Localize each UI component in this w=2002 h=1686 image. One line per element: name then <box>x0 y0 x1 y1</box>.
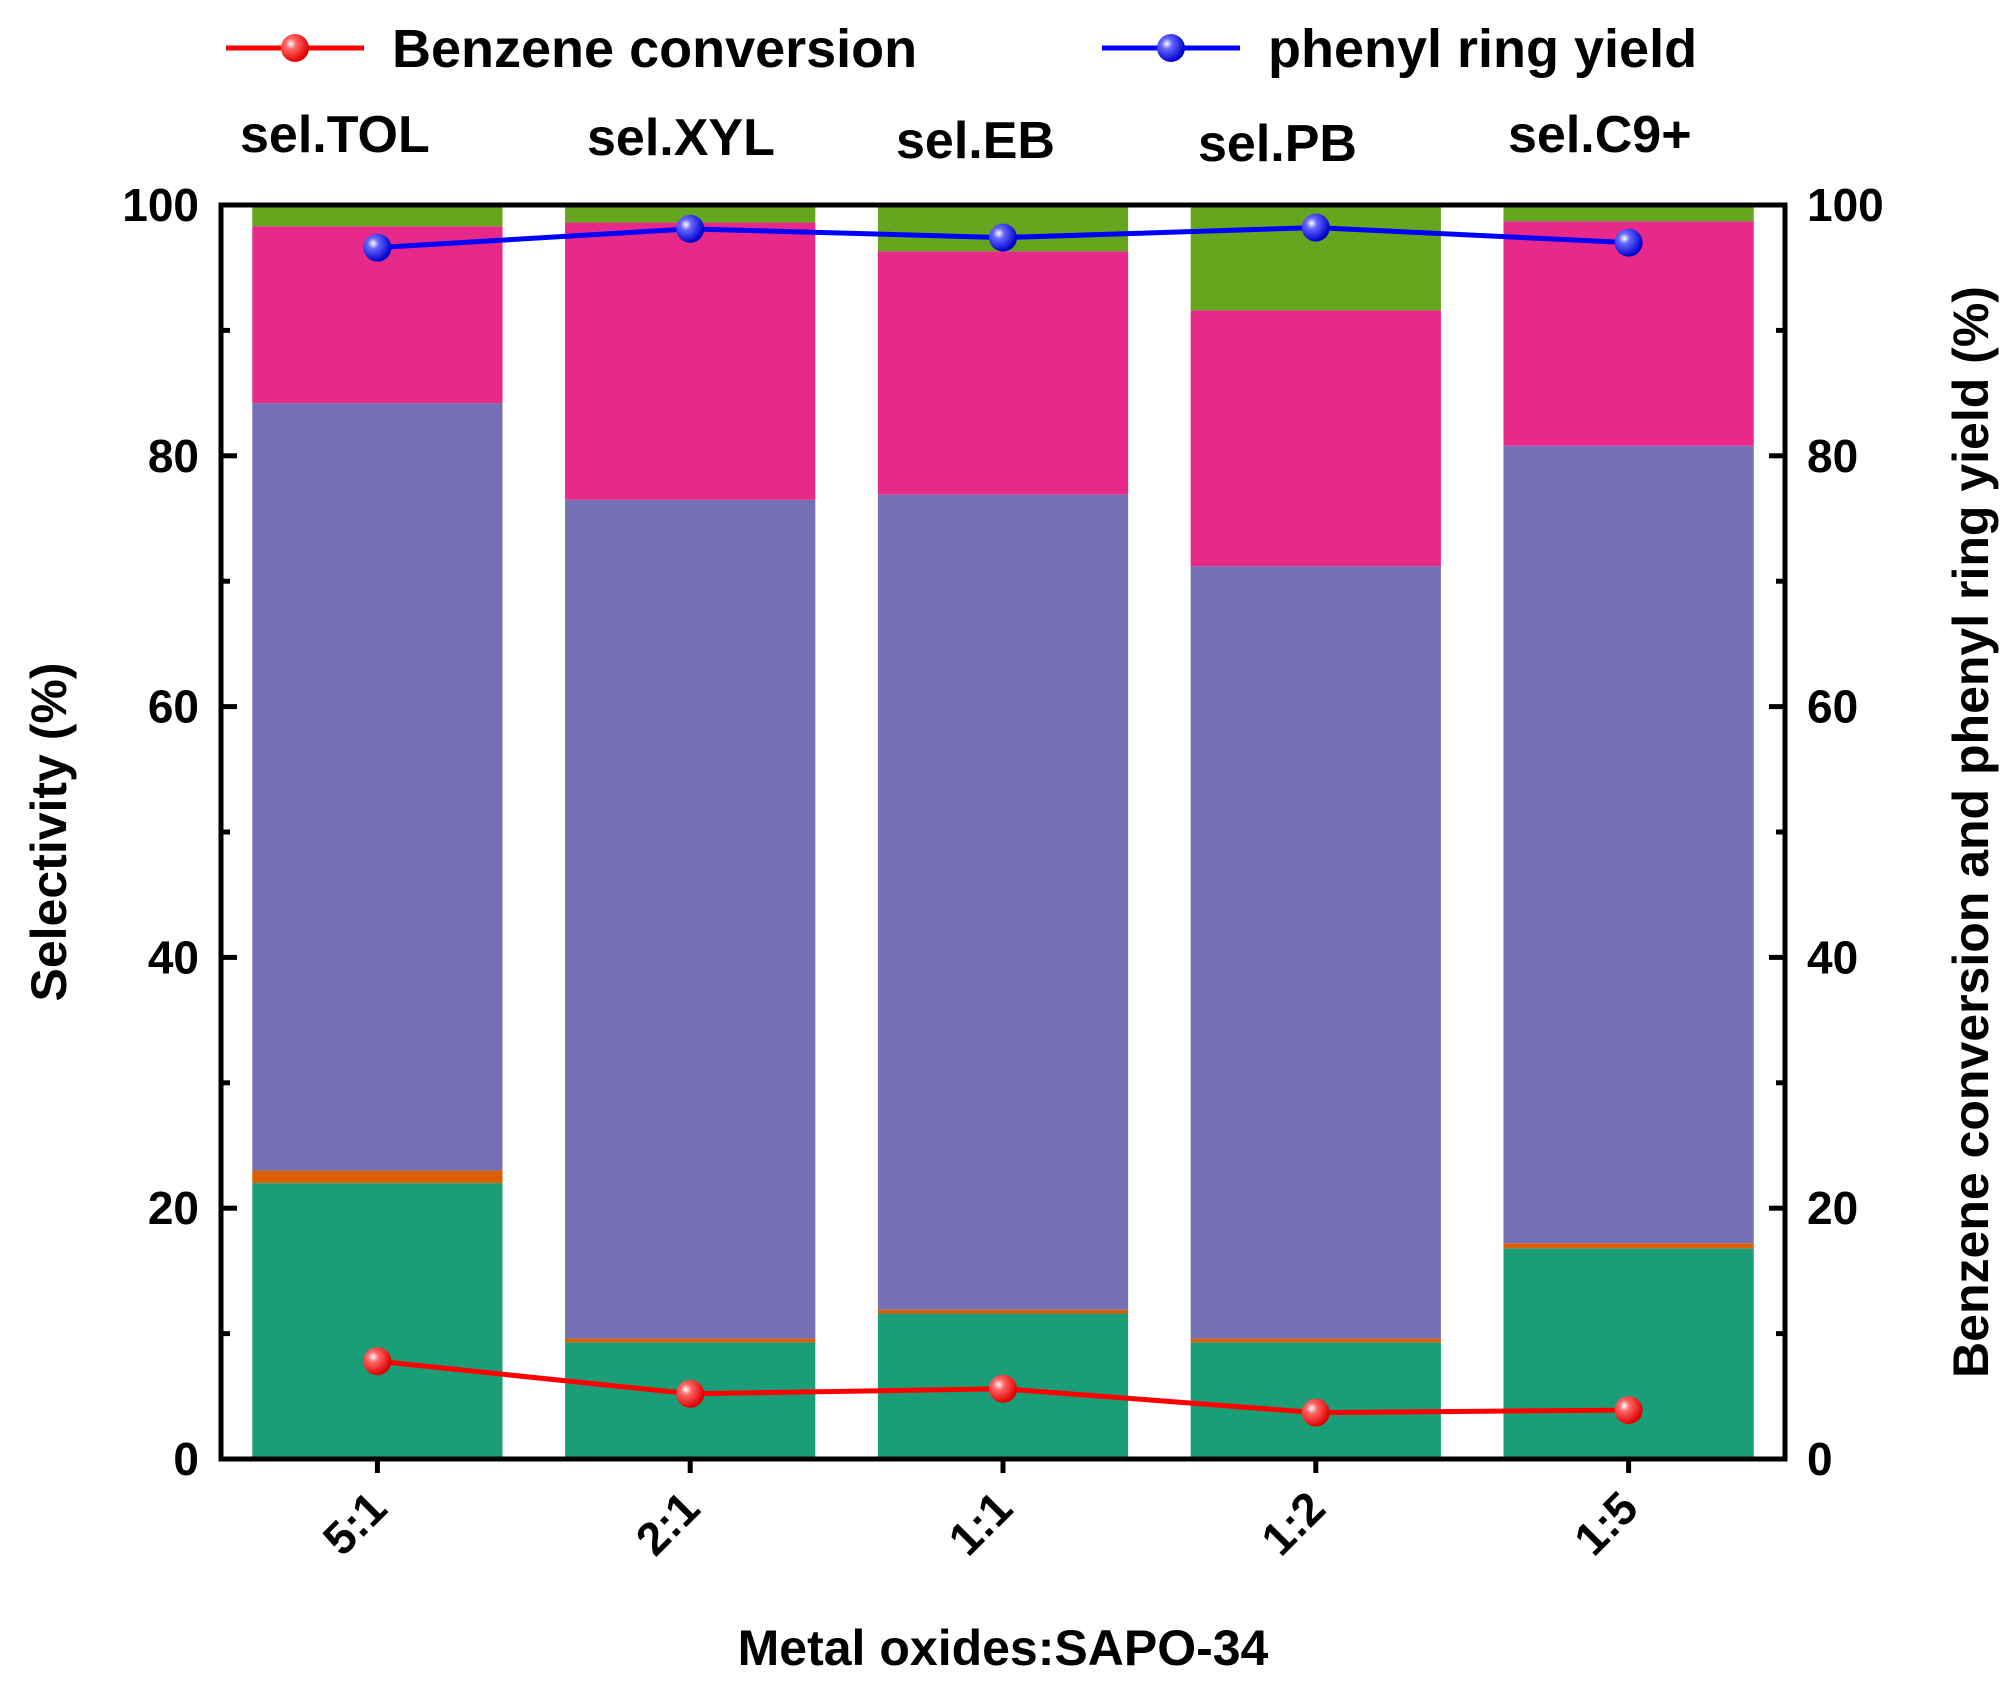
y2-axis-title: Benzene conversion and phenyl ring yield… <box>1943 286 1999 1378</box>
x-tick-label-1-1: 1:1 <box>938 1481 1022 1565</box>
bar-sel-xyl-1-2 <box>1190 1338 1441 1343</box>
point-phenyl-ring-yield-1-1 <box>989 223 1017 252</box>
point-benzene-conversion-5-1 <box>363 1347 392 1376</box>
y-tick-label: 100 <box>122 179 199 231</box>
point-benzene-conversion-1-1 <box>989 1374 1017 1403</box>
x-tick-label-1-5: 1:5 <box>1564 1481 1648 1565</box>
legend-label-sel-xyl: sel.XYL <box>587 109 775 167</box>
bar-sel-tol-5-1 <box>252 1183 503 1459</box>
bar-sel-xyl-2-1 <box>565 1338 816 1343</box>
y-tick-label: 60 <box>148 681 199 733</box>
y-tick-label: 80 <box>148 430 199 482</box>
legend-label-sel-tol: sel.TOL <box>240 106 430 164</box>
x-tick-label-2-1: 2:1 <box>625 1481 709 1565</box>
bar-sel-eb-1-1 <box>877 494 1129 1310</box>
bar-sel-c9-5-1 <box>252 205 503 227</box>
bar-sel-xyl-1-1 <box>877 1309 1129 1314</box>
y-tick-label: 0 <box>173 1433 199 1485</box>
y-axis-title: Selectivity (%) <box>21 662 77 1001</box>
bar-sel-xyl-5-1 <box>252 1170 503 1184</box>
y2-tick-label: 20 <box>1807 1182 1858 1234</box>
bars <box>252 205 1754 1459</box>
legend-item-benzene-conversion: Benzene conversion <box>226 19 917 79</box>
point-phenyl-ring-yield-5-1 <box>363 233 392 262</box>
legend-label-benzene-conversion: Benzene conversion <box>392 19 917 79</box>
point-phenyl-ring-yield-2-1 <box>676 214 705 243</box>
legend-marker-benzene-conversion <box>281 34 309 62</box>
y-tick-label: 40 <box>148 931 199 983</box>
left-axis: 0 20 40 60 80 100 <box>122 179 237 1485</box>
bar-sel-tol-1-5 <box>1503 1248 1754 1459</box>
bar-sel-pb-1-2 <box>1190 310 1441 567</box>
x-tick-label-5-1: 5:1 <box>313 1481 397 1565</box>
bar-sel-pb-2-1 <box>565 222 816 500</box>
point-phenyl-ring-yield-1-2 <box>1301 213 1330 242</box>
legend-marker-phenyl-ring-yield <box>1157 34 1185 62</box>
y2-tick-label: 40 <box>1807 931 1858 983</box>
legend-label-sel-c9: sel.C9+ <box>1508 106 1692 164</box>
bar-sel-eb-1-2 <box>1190 566 1441 1339</box>
line-series <box>363 213 1643 1427</box>
y2-tick-label: 0 <box>1807 1433 1833 1485</box>
point-benzene-conversion-1-5 <box>1614 1396 1643 1425</box>
x-tick-label-1-2: 1:2 <box>1251 1481 1335 1565</box>
y-tick-label: 20 <box>148 1182 199 1234</box>
legend-label-phenyl-ring-yield: phenyl ring yield <box>1268 19 1697 79</box>
bar-sel-pb-1-1 <box>877 251 1129 495</box>
x-axis-title: Metal oxides:SAPO-34 <box>738 1620 1269 1676</box>
bar-sel-eb-1-5 <box>1503 445 1754 1244</box>
point-benzene-conversion-2-1 <box>676 1379 705 1408</box>
y2-tick-label: 100 <box>1807 179 1884 231</box>
bar-sel-c9-2-1 <box>565 205 816 223</box>
bar-sel-pb-1-5 <box>1503 221 1754 446</box>
x-axis: 5:1 2:1 1:1 1:2 1:5 <box>313 1459 1648 1565</box>
legend-item-phenyl-ring-yield: phenyl ring yield <box>1102 19 1697 79</box>
bar-sel-eb-5-1 <box>252 403 503 1171</box>
right-axis: 0 20 40 60 80 100 <box>1769 179 1884 1485</box>
y2-tick-label: 60 <box>1807 681 1858 733</box>
bar-sel-xyl-1-5 <box>1503 1243 1754 1249</box>
y2-tick-label: 80 <box>1807 430 1858 482</box>
legend-label-sel-eb: sel.EB <box>896 112 1055 170</box>
bar-sel-c9-1-5 <box>1503 205 1754 222</box>
bar-sel-eb-2-1 <box>565 499 816 1339</box>
legend: Benzene conversion phenyl ring yield sel… <box>226 19 1697 173</box>
point-phenyl-ring-yield-1-5 <box>1614 228 1643 257</box>
legend-label-sel-pb: sel.PB <box>1198 115 1357 173</box>
point-benzene-conversion-1-2 <box>1301 1398 1330 1427</box>
